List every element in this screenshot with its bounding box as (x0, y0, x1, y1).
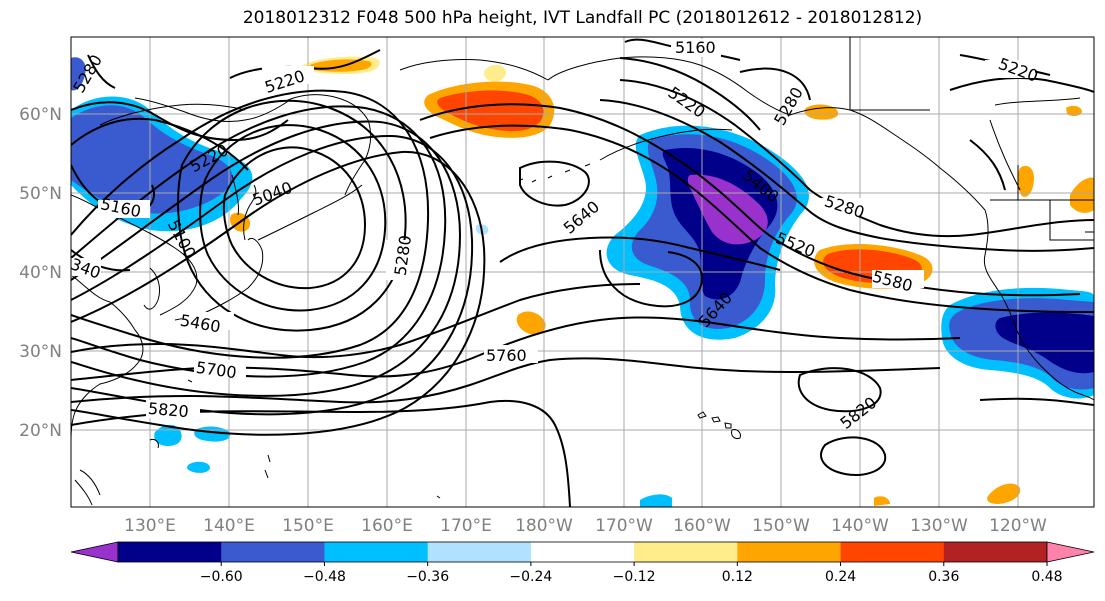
lon-label-140w: 140°W (831, 516, 889, 536)
colorbar-tick-label: 0.48 (1031, 569, 1062, 585)
lat-label-30n: 30°N (19, 342, 62, 362)
colorbar-swatch (118, 542, 222, 562)
colorbar-tick-label: −0.60 (200, 569, 243, 585)
lat-label-60n: 60°N (19, 105, 62, 125)
colorbar-tick-label: −0.36 (406, 569, 449, 585)
colorbar-swatch (530, 542, 635, 562)
lon-label-170e: 170°E (440, 516, 492, 536)
colorbar: −0.60 −0.48 −0.36 −0.24 −0.12 0.12 0.24 0.36 0.4… (70, 541, 1095, 585)
lon-label-150e: 150°E (282, 516, 334, 536)
colorbar-extend-low (70, 541, 119, 563)
lat-label-20n: 20°N (19, 421, 62, 441)
colorbar-tick-label: −0.48 (303, 569, 346, 585)
colorbar-swatch (840, 542, 945, 562)
lon-label-150w: 150°W (752, 516, 810, 536)
contour-label-5760: 5760 (486, 346, 527, 365)
map-title: 2018012312 F048 500 hPa height, IVT Land… (242, 8, 923, 28)
latitude-labels: 60°N 50°N 40°N 30°N 20°N (19, 105, 62, 441)
ivt-shading-positive (72, 56, 1094, 506)
colorbar-extend-high (1046, 541, 1095, 563)
lat-label-40n: 40°N (19, 263, 62, 283)
contour-label-5820-west: 5820 (147, 399, 189, 421)
colorbar-tick-label: −0.12 (613, 569, 656, 585)
colorbar-swatch (324, 542, 429, 562)
map-frame (70, 36, 1095, 508)
colorbar-swatch (943, 542, 1048, 562)
lon-label-120w: 120°W (989, 516, 1047, 536)
map-area: 5160 5160 5220 5220 5280 5280 5340 5400 … (71, 37, 1094, 507)
height-contours (71, 38, 1094, 507)
lon-label-170w: 170°W (595, 516, 653, 536)
lon-label-140e: 140°E (203, 516, 255, 536)
lat-label-50n: 50°N (19, 184, 62, 204)
lon-label-130w: 130°W (910, 516, 968, 536)
lon-label-180w: 180°W (515, 516, 573, 536)
colorbar-swatch (427, 542, 532, 562)
colorbar-swatch (221, 542, 325, 562)
lon-label-130e: 130°E (124, 516, 176, 536)
colorbar-tick-label: 0.12 (722, 569, 753, 585)
lon-label-160e: 160°E (361, 516, 413, 536)
colorbar-tick-label: 0.36 (928, 569, 959, 585)
colorbar-swatch (634, 542, 738, 562)
colorbar-tick-label: 0.24 (825, 569, 856, 585)
lon-label-160w: 160°W (673, 516, 731, 536)
colorbar-tick-label: −0.24 (509, 569, 552, 585)
colorbar-swatch (737, 542, 842, 562)
contour-label-5160-top: 5160 (675, 38, 716, 57)
longitude-labels: 130°E 140°E 150°E 160°E 170°E 180°W 170°… (124, 516, 1047, 536)
